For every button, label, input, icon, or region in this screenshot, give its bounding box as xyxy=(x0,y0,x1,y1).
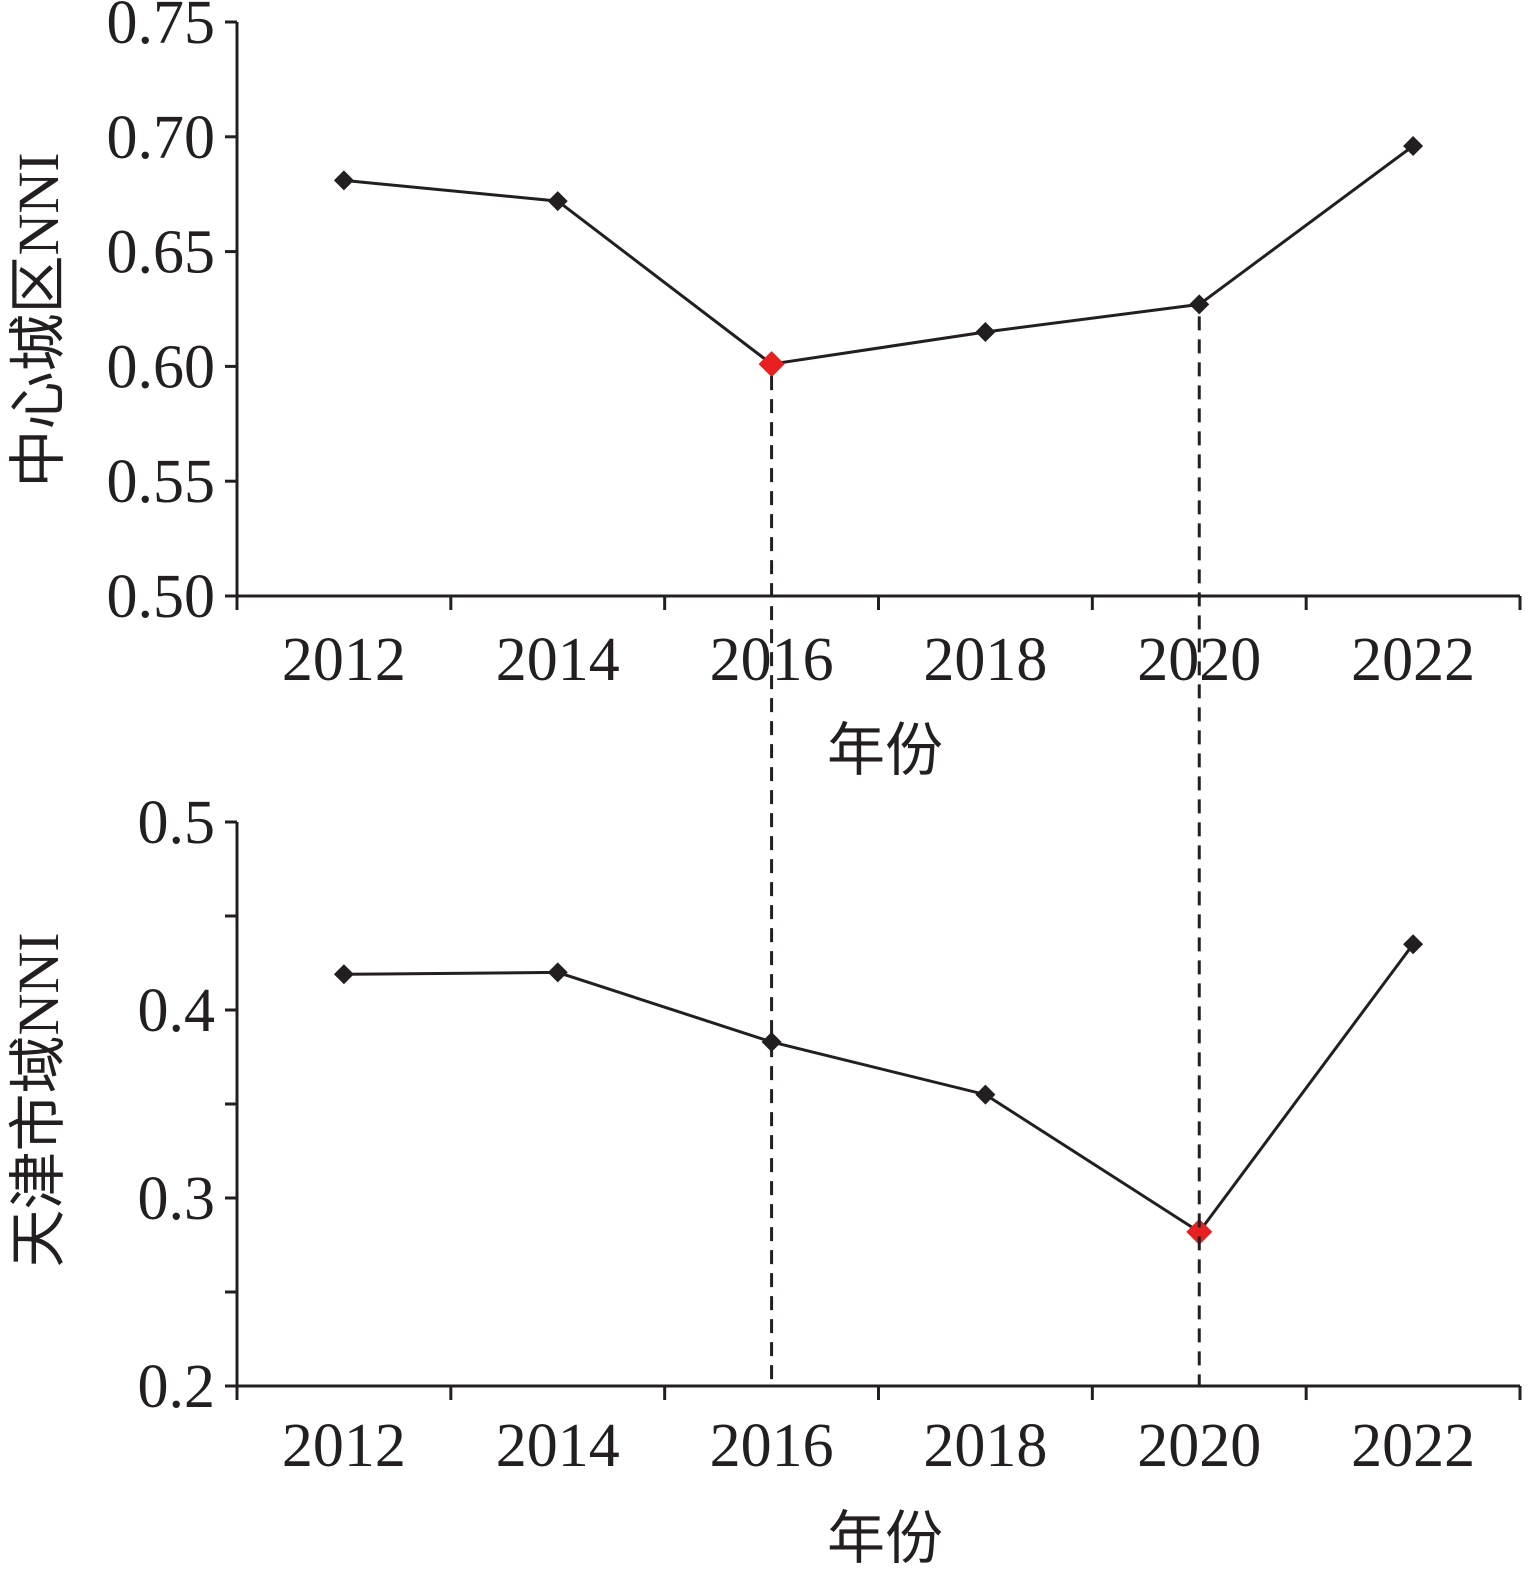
x-tick-label: 2012 xyxy=(282,1412,406,1480)
series-line xyxy=(343,144,1414,366)
x-tick-label: 2020 xyxy=(1137,626,1261,694)
series-line xyxy=(343,943,1415,1234)
x-tick-label: 2022 xyxy=(1351,1412,1475,1480)
data-point xyxy=(1189,294,1210,315)
data-point xyxy=(547,962,568,983)
y-axis-title: 中心城区NNI xyxy=(6,152,71,487)
y-tick-label: 0.75 xyxy=(107,0,216,57)
y-tick-label: 0.2 xyxy=(138,1353,216,1421)
highlighted-data-point xyxy=(1186,1218,1213,1245)
x-tick-label: 2022 xyxy=(1351,626,1475,694)
x-tick-label: 2018 xyxy=(923,1412,1047,1480)
x-tick-label: 2018 xyxy=(923,626,1047,694)
y-tick-label: 0.55 xyxy=(107,448,216,516)
x-tick-label: 2014 xyxy=(496,1412,620,1480)
data-point xyxy=(761,1031,782,1052)
y-tick-label: 0.5 xyxy=(138,789,216,857)
x-tick-label: 2014 xyxy=(496,626,620,694)
y-tick-label: 0.70 xyxy=(107,104,216,172)
y-tick-label: 0.50 xyxy=(107,563,216,631)
data-point xyxy=(333,964,354,985)
y-tick-label: 0.65 xyxy=(107,219,216,287)
data-point xyxy=(975,321,996,342)
data-point xyxy=(333,170,354,191)
x-tick-label: 2012 xyxy=(282,626,406,694)
y-axis-title: 天津市域NNI xyxy=(6,932,71,1267)
x-tick-label: 2020 xyxy=(1137,1412,1261,1480)
x-tick-label: 2016 xyxy=(710,1412,834,1480)
chart-panel-2: 0.2 0.3 0.4 0.5 2012 2014 2016 2018 2020 2022 年份 天津… xyxy=(6,789,1522,1571)
highlighted-data-point xyxy=(758,351,785,378)
data-point xyxy=(975,1084,996,1105)
x-axis-title: 年份 xyxy=(827,718,943,783)
data-point xyxy=(1403,135,1424,156)
y-tick-label: 0.60 xyxy=(107,333,216,401)
data-point xyxy=(547,191,568,212)
x-axis-title: 年份 xyxy=(827,1506,943,1571)
y-tick-label: 0.3 xyxy=(138,1165,216,1233)
data-point xyxy=(1403,934,1424,955)
y-tick-label: 0.4 xyxy=(138,977,216,1045)
